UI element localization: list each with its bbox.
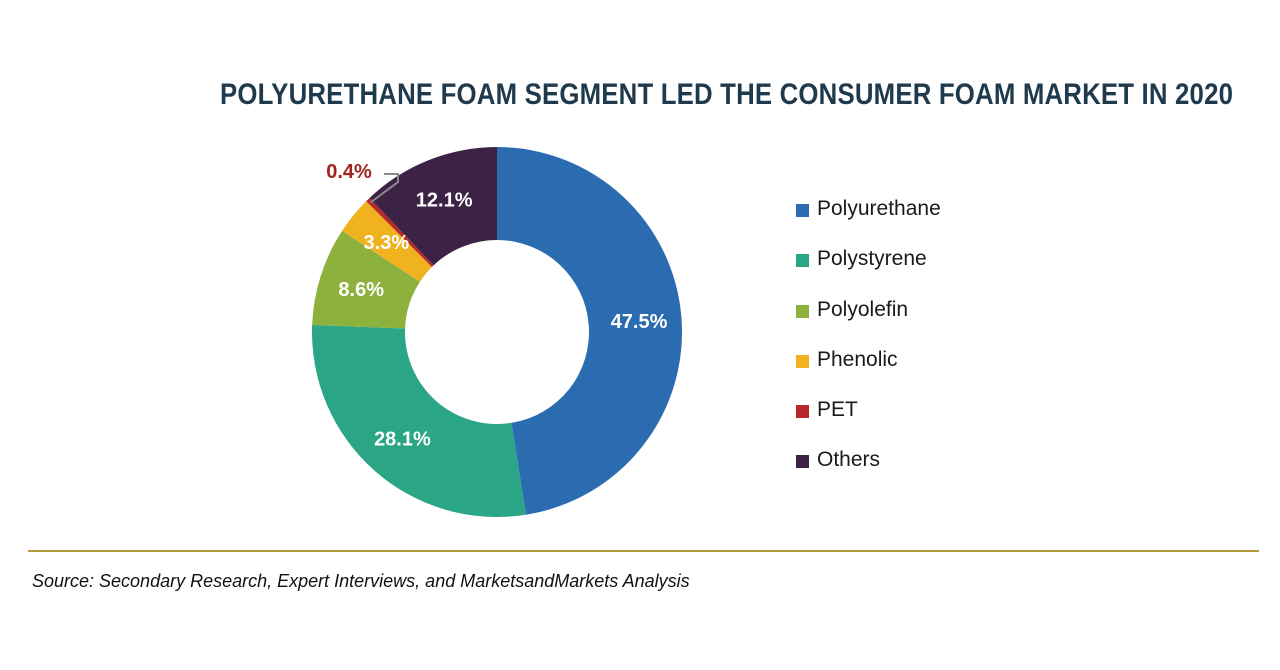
slice-polystyrene: [312, 325, 526, 517]
legend-item-pet: PET: [796, 398, 941, 448]
legend-item-others: Others: [796, 448, 941, 498]
slice-polyolefin: [312, 230, 420, 329]
legend-label: Polyolefin: [817, 297, 909, 321]
legend-swatch: [796, 354, 809, 368]
chart-legend: Polyurethane Polystyrene Polyolefin Phenoli…: [796, 197, 941, 499]
data-label-polystyrene: 28.1%: [374, 429, 431, 451]
legend-item-polyurethane: Polyurethane: [796, 197, 941, 247]
legend-label: PET: [817, 398, 858, 422]
data-label-others: 12.1%: [416, 190, 473, 212]
footer-divider: [28, 550, 1259, 552]
legend-label: Polystyrene: [817, 247, 927, 271]
source-note: Source: Secondary Research, Expert Inter…: [32, 571, 690, 591]
data-label-pet: 0.4%: [326, 161, 372, 183]
legend-item-polystyrene: Polystyrene: [796, 247, 941, 297]
leader-line-pet: [370, 173, 399, 204]
legend-swatch: [796, 204, 809, 217]
legend-swatch: [796, 254, 809, 268]
legend-swatch: [796, 455, 809, 469]
legend-item-phenolic: Phenolic: [796, 348, 941, 398]
slice-others: [369, 147, 497, 266]
slice-phenolic: [342, 201, 432, 282]
chart-title: POLYURETHANE FOAM SEGMENT LED THE CONSUM…: [220, 78, 1234, 111]
slice-pet: [366, 197, 434, 267]
data-label-polyurethane: 47.5%: [611, 311, 668, 333]
data-label-phenolic: 3.3%: [364, 232, 410, 254]
legend-swatch: [796, 304, 809, 318]
data-label-polyolefin: 8.6%: [338, 279, 384, 301]
slice-polyurethane: [497, 147, 683, 515]
legend-item-polyolefin: Polyolefin: [796, 298, 941, 348]
legend-label: Polyurethane: [817, 197, 941, 220]
legend-swatch: [796, 405, 809, 419]
legend-label: Others: [817, 448, 881, 472]
legend-label: Phenolic: [817, 347, 898, 371]
